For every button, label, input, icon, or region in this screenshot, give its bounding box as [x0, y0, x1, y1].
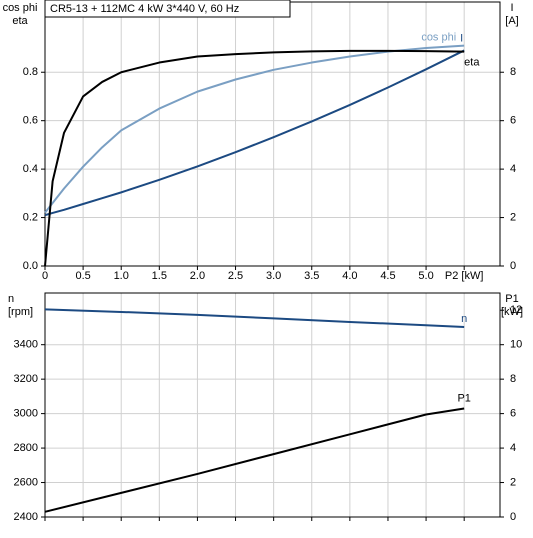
x-tick-label: 3.0 [266, 270, 281, 282]
series-label: n [461, 313, 467, 325]
y2-tick-label: 0 [510, 511, 516, 523]
series-line [44, 308, 465, 328]
series-line [44, 407, 465, 513]
y-tick-label: 3000 [14, 408, 38, 420]
series-line [44, 49, 465, 267]
y-tick-label: 3400 [14, 339, 38, 351]
y2-tick-label: 8 [510, 66, 516, 78]
x-tick-label: 1.0 [114, 270, 129, 282]
y-tick-label: 2600 [14, 476, 38, 488]
series-label: P1 [457, 392, 470, 404]
x-tick-label: 4.0 [342, 270, 357, 282]
y2-axis-label: [A] [505, 15, 518, 27]
y2-tick-label: 10 [510, 339, 522, 351]
y2-tick-label: 2 [510, 211, 516, 223]
y2-tick-label: 6 [510, 408, 516, 420]
y2-axis-label: [kW] [501, 306, 523, 318]
chart-title: CR5-13 + 112MC 4 kW 3*440 V, 60 Hz [50, 3, 239, 15]
x-tick-label: 4.5 [380, 270, 395, 282]
y2-tick-label: 6 [510, 115, 516, 127]
x-tick-label: 2.0 [190, 270, 205, 282]
y-tick-label: 0.0 [23, 260, 38, 272]
y2-tick-label: 4 [510, 163, 516, 175]
title-box [44, 0, 291, 18]
y-tick-label: 2400 [14, 511, 38, 523]
y-tick-label: 0.8 [23, 66, 38, 78]
x-tick-label: 1.5 [152, 270, 167, 282]
y2-tick-label: 2 [510, 476, 516, 488]
x-tick-label: 2.5 [228, 270, 243, 282]
series-label: cos phi [421, 32, 456, 44]
plot-frame [44, 292, 501, 518]
x-tick-label: P2 [kW] [445, 270, 484, 282]
y-tick-label: 0.6 [23, 115, 38, 127]
series-line [44, 49, 465, 217]
x-tick-label: 5.0 [418, 270, 433, 282]
y-tick-label: 0.4 [23, 163, 38, 175]
y-axis-label: cos phi [3, 2, 38, 14]
x-tick-label: 0 [42, 270, 48, 282]
x-tick-label: 3.5 [304, 270, 319, 282]
x-tick-label: 0.5 [75, 270, 90, 282]
y-tick-label: 2800 [14, 442, 38, 454]
y2-tick-label: 4 [510, 442, 516, 454]
y-tick-label: 0.2 [23, 211, 38, 223]
series-label: I [460, 32, 463, 44]
y-tick-label: 3200 [14, 373, 38, 385]
series-label: eta [464, 57, 480, 69]
y2-tick-label: 12 [510, 304, 522, 316]
y2-axis-label: P1 [505, 293, 518, 305]
y-axis-label: n [8, 293, 14, 305]
y2-tick-label: 0 [510, 260, 516, 272]
y-axis-label: eta [12, 15, 28, 27]
y-axis-label: [rpm] [8, 306, 33, 318]
y2-tick-label: 8 [510, 373, 516, 385]
y2-axis-label: I [510, 2, 513, 14]
series-line [44, 44, 465, 214]
